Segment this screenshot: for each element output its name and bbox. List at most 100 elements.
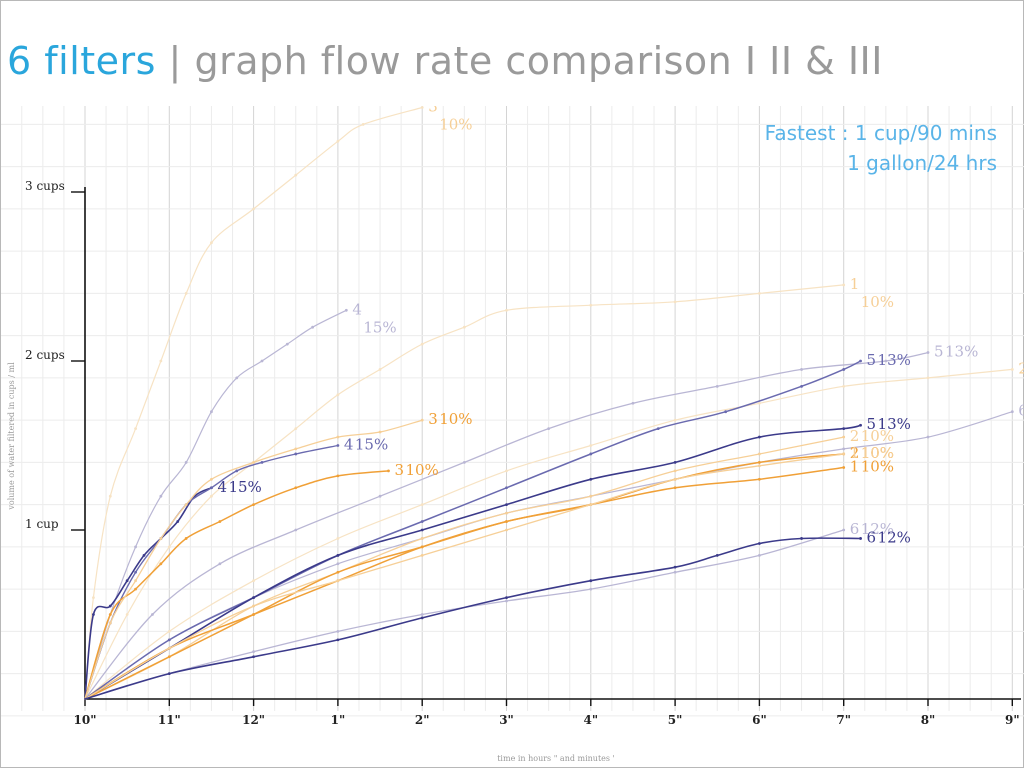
series-number-label: 3 <box>394 461 404 479</box>
data-point <box>336 435 340 439</box>
data-point <box>159 359 163 363</box>
title-separator: | <box>168 39 182 83</box>
data-point <box>673 469 677 473</box>
data-point <box>311 325 315 329</box>
x-tick-label: 6" <box>752 713 767 727</box>
data-point <box>167 655 171 659</box>
data-point <box>724 410 728 414</box>
x-tick-label: 1" <box>331 713 346 727</box>
series-number-label: 4 <box>352 300 362 318</box>
data-point <box>420 106 424 109</box>
data-point <box>758 464 761 468</box>
data-point <box>260 359 264 363</box>
data-point <box>842 384 846 388</box>
data-point <box>420 616 424 620</box>
data-point <box>218 520 222 523</box>
data-point <box>210 241 213 245</box>
series-percent-label: 10% <box>861 444 894 462</box>
data-point <box>159 537 163 540</box>
data-point <box>108 604 112 608</box>
data-point <box>218 562 222 566</box>
data-point <box>125 613 129 616</box>
data-point <box>505 599 508 603</box>
data-point <box>926 376 930 380</box>
series-line <box>84 424 862 700</box>
x-tick-label: 9" <box>1005 713 1020 727</box>
data-point <box>184 503 188 507</box>
data-point <box>505 469 508 473</box>
series-number-label: 4 <box>344 436 354 454</box>
y-tick-label: 1 cup <box>25 517 59 531</box>
data-point <box>252 613 256 616</box>
data-point <box>673 418 677 422</box>
x-tick-label: 4" <box>583 713 598 727</box>
series-percent-label: 13% <box>878 415 911 433</box>
y-axis-label: volume of water filtered in cups / ml <box>7 362 16 511</box>
series-number-label: 6 <box>1018 402 1024 420</box>
data-point <box>505 520 508 523</box>
data-point <box>294 173 298 177</box>
data-point <box>758 461 761 464</box>
data-point <box>420 537 424 540</box>
data-point <box>420 342 424 346</box>
series-number-label: 6 <box>850 520 860 538</box>
data-point <box>92 613 95 616</box>
data-point <box>1010 410 1014 414</box>
series-percent-label: 10% <box>861 427 894 445</box>
data-point <box>462 325 466 329</box>
series-number-label: 6 <box>867 528 877 546</box>
data-point <box>159 494 163 498</box>
title-lead: 6 filters <box>7 39 156 83</box>
data-point <box>505 511 508 515</box>
series-line <box>84 284 845 700</box>
series-percent-label: 15% <box>363 318 396 336</box>
data-point <box>842 368 846 371</box>
series-number-label: 3 <box>428 106 438 116</box>
data-point <box>252 604 256 608</box>
data-point <box>420 553 424 557</box>
data-point <box>859 537 862 540</box>
data-point <box>210 410 213 414</box>
series-line <box>84 453 845 700</box>
x-tick-label: 5" <box>668 713 683 727</box>
series-number-label: 4 <box>217 478 227 496</box>
data-point <box>336 562 340 566</box>
data-point <box>210 477 213 481</box>
data-point <box>294 427 298 430</box>
series-line <box>84 470 390 700</box>
data-point <box>167 672 171 676</box>
data-point <box>715 553 719 557</box>
data-point <box>336 393 340 397</box>
data-point <box>926 435 930 439</box>
data-point <box>235 376 239 380</box>
series-percent-label: 10% <box>439 116 472 134</box>
data-point <box>673 461 677 464</box>
data-point <box>252 596 256 599</box>
data-point <box>167 646 171 650</box>
data-point <box>294 452 298 456</box>
data-point <box>184 292 188 295</box>
series-labels: 310%415%110%513%210%612%415%415%310%310%… <box>217 106 1024 546</box>
data-point <box>210 486 213 490</box>
data-point <box>159 562 163 566</box>
data-point <box>589 444 593 447</box>
data-point <box>673 570 677 574</box>
title-rest: graph flow rate comparison I II & III <box>194 39 883 83</box>
data-point <box>134 570 137 574</box>
data-point <box>842 466 846 469</box>
series-number-label: 1 <box>850 457 860 475</box>
data-point <box>361 123 365 126</box>
x-tick-label: 12" <box>242 713 265 727</box>
data-point <box>378 368 382 371</box>
data-point <box>134 427 137 430</box>
data-point <box>134 579 137 583</box>
data-point <box>336 444 340 447</box>
data-point <box>336 553 340 557</box>
data-point <box>505 486 508 490</box>
series-line <box>84 368 1013 700</box>
data-point <box>294 528 298 532</box>
data-point <box>167 545 171 549</box>
data-point <box>344 308 348 312</box>
series-number-label: 2 <box>850 427 860 445</box>
